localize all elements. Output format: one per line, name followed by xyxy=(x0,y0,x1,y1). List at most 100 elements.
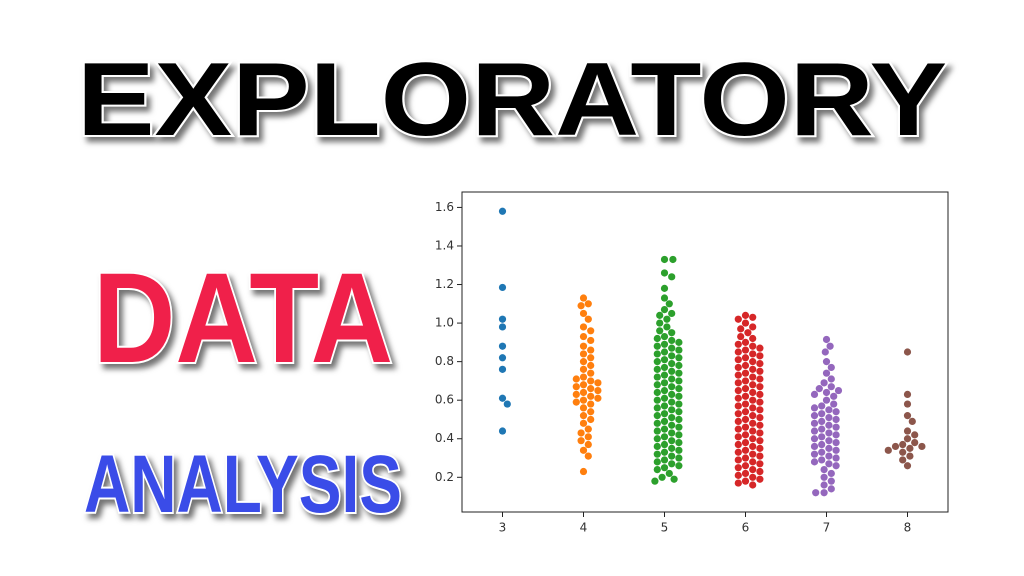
swarm-dot xyxy=(756,429,764,437)
swarm-dot xyxy=(810,390,819,399)
swarm-dot xyxy=(579,404,588,412)
swarm-dot xyxy=(653,427,661,435)
swarm-dot xyxy=(818,402,826,410)
swarm-dot xyxy=(903,412,912,420)
swarm-dot xyxy=(810,404,819,412)
swarm-dot xyxy=(660,456,669,464)
swarm-dot xyxy=(498,394,507,402)
swarm-dot xyxy=(579,332,588,341)
swarm-dot xyxy=(825,413,833,422)
swarm-dot xyxy=(584,440,592,449)
swarm-dot xyxy=(756,406,764,414)
swarm-dot xyxy=(741,431,750,439)
swarm-dot xyxy=(832,431,840,439)
swarm-dot xyxy=(668,329,676,337)
swarm-dot xyxy=(911,431,919,439)
swarm-dot xyxy=(660,284,669,292)
swarm-dot xyxy=(498,207,507,215)
swarm-dot xyxy=(653,365,661,373)
swarm-dot xyxy=(675,354,683,362)
swarm-dot xyxy=(660,371,669,379)
swarm-dot xyxy=(734,348,742,356)
swarm-dot xyxy=(734,340,742,348)
swarm-dot xyxy=(579,446,588,454)
swarm-dot xyxy=(663,315,671,323)
swarm-dot xyxy=(653,373,661,381)
swarm-dot xyxy=(670,475,678,483)
swarm-dot xyxy=(756,383,764,391)
swarm-dot xyxy=(825,421,833,429)
swarm-dot xyxy=(832,446,840,454)
swarm-dot xyxy=(675,377,683,385)
swarm-dot xyxy=(734,456,742,464)
swarm-dot xyxy=(903,462,912,470)
swarm-dot xyxy=(749,342,757,350)
swarm-dot xyxy=(741,446,750,454)
swarm-dot xyxy=(810,450,819,458)
swarm-dot xyxy=(756,390,764,399)
swarm-dot xyxy=(822,396,831,404)
swarm-dot xyxy=(749,419,757,427)
swarm-dot xyxy=(827,485,835,493)
swarm-dot xyxy=(584,425,592,433)
swarm-dot xyxy=(734,440,742,449)
swarm-dot xyxy=(827,477,835,485)
swarm-dot xyxy=(668,336,676,345)
swarm-dot xyxy=(818,433,826,441)
swarm-dot xyxy=(668,383,676,391)
swarm-dot xyxy=(741,369,750,377)
swarm-dot xyxy=(653,442,661,451)
swarm-dot xyxy=(741,462,750,470)
swarm-dot xyxy=(734,417,742,425)
swarm-dot xyxy=(579,342,588,350)
swarm-dot xyxy=(668,444,676,452)
swarm-dot xyxy=(579,412,588,420)
swarm-dot xyxy=(668,460,676,468)
swarm-dot xyxy=(572,398,580,406)
swarm-dot xyxy=(656,319,664,327)
swarm-plot: 0.2 0.4 0.6 0.8 1.0 1.2 1.4 1.6 3 4 5 6 7 8 xyxy=(435,191,949,535)
swarm-dot xyxy=(741,319,750,327)
swarm-dot xyxy=(810,412,819,420)
swarm-dot xyxy=(653,458,661,466)
swarm-dot xyxy=(653,358,661,366)
swarm-dot xyxy=(825,429,833,437)
swarm-dot xyxy=(749,334,757,343)
swarm-dot xyxy=(668,429,676,437)
swarm-dot xyxy=(810,435,819,443)
swarm-dot xyxy=(734,356,742,364)
swarm-dot xyxy=(668,344,676,352)
swarm-dot xyxy=(818,417,826,425)
swarm-dot xyxy=(891,442,900,451)
swarm-dot xyxy=(660,394,669,402)
swarm-dot xyxy=(734,371,742,379)
swarm-dot xyxy=(660,269,669,277)
swarm-dot xyxy=(749,396,757,404)
swarm-dot xyxy=(579,388,588,397)
swarm-dot xyxy=(579,309,588,318)
swarm-dot xyxy=(498,354,507,362)
swarm-dot xyxy=(675,408,683,416)
swarm-dot xyxy=(660,433,669,441)
swarm-dot xyxy=(675,446,683,454)
swarm-dot xyxy=(498,323,507,331)
swarm-dot xyxy=(749,404,757,412)
swarm-dot xyxy=(810,458,819,466)
swarm-dot xyxy=(668,437,676,445)
swarm-dot xyxy=(572,383,580,391)
swarm-dot xyxy=(906,444,914,452)
swarm-dot xyxy=(594,394,602,402)
swarm-dot xyxy=(749,323,757,331)
x-tick-label: 5 xyxy=(661,521,669,535)
swarm-dot xyxy=(653,342,661,350)
swarm-dot xyxy=(587,415,595,424)
swarm-dot xyxy=(825,444,833,452)
swarm-dot xyxy=(741,361,750,370)
swarm-dot xyxy=(825,406,833,414)
swarm-dot xyxy=(572,375,580,383)
swarm-dot xyxy=(826,342,834,350)
swarm-dot xyxy=(749,435,757,443)
swarm-dot xyxy=(737,332,745,341)
swarm-dot xyxy=(503,400,511,408)
swarm-dot xyxy=(675,423,683,431)
